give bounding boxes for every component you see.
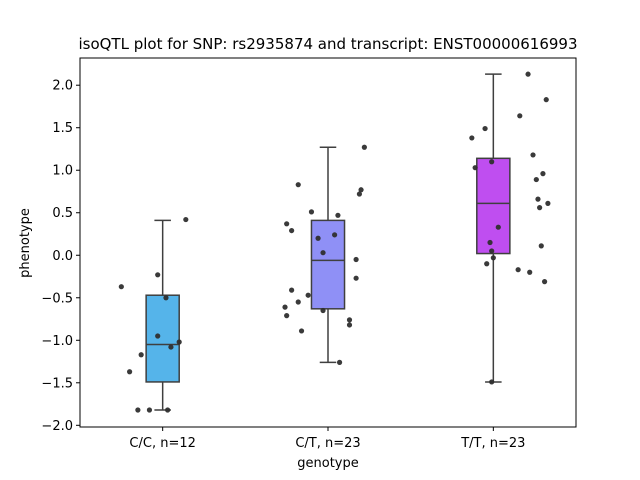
data-point: [168, 344, 174, 350]
boxes: [145, 73, 511, 411]
data-point: [298, 328, 305, 334]
y-tick-label: 0.5: [52, 206, 73, 221]
data-point: [146, 407, 153, 413]
data-point: [490, 255, 496, 261]
data-point: [358, 187, 364, 193]
x-tick-label: T/T, n=23: [460, 436, 525, 451]
y-tick-label: 1.0: [52, 164, 73, 179]
data-points: [118, 71, 551, 413]
box: [310, 219, 346, 310]
data-point: [530, 152, 536, 158]
data-point: [127, 369, 133, 375]
data-point: [183, 216, 189, 223]
data-point: [535, 196, 541, 202]
data-point: [525, 71, 531, 77]
y-axis-label: phenotype: [18, 208, 33, 278]
x-tick-label: C/T, n=23: [295, 436, 360, 451]
y-tick-label: 1.5: [52, 121, 73, 136]
data-point: [155, 333, 161, 339]
data-point: [289, 287, 295, 293]
chart-title: isoQTL plot for SNP: rs2935874 and trans…: [78, 35, 577, 53]
data-point: [346, 322, 353, 328]
data-point: [305, 292, 311, 298]
y-tick-label: −0.5: [41, 291, 73, 306]
y-tick-label: −1.5: [41, 376, 73, 391]
data-point: [320, 307, 326, 314]
data-point: [289, 227, 295, 234]
data-point: [489, 379, 495, 385]
data-point: [515, 267, 521, 273]
data-point: [284, 313, 290, 319]
data-point: [118, 284, 124, 290]
data-point: [315, 235, 321, 241]
data-point: [472, 165, 478, 171]
data-point: [335, 212, 341, 218]
data-point: [517, 113, 523, 119]
data-point: [163, 295, 169, 301]
data-point: [346, 317, 353, 323]
data-point: [469, 135, 475, 141]
y-ticks: 2.0 1.5 1.0 0.5 0.0 −0.5 −1.0 −1.5 −2.0: [41, 79, 80, 434]
data-point: [484, 261, 490, 267]
y-tick-label: −2.0: [41, 419, 73, 434]
data-point: [138, 352, 144, 358]
y-tick-label: 0.0: [52, 249, 73, 264]
data-point: [541, 279, 548, 285]
data-point: [361, 144, 367, 150]
data-point: [537, 205, 543, 211]
data-point: [284, 221, 290, 227]
data-point: [155, 272, 161, 278]
data-point: [487, 239, 493, 246]
data-point: [543, 97, 549, 103]
data-point: [295, 182, 301, 188]
data-point: [533, 176, 539, 183]
y-tick-label: 2.0: [52, 79, 73, 94]
data-point: [489, 248, 495, 254]
data-point: [495, 224, 501, 230]
data-point: [356, 191, 363, 197]
data-point: [332, 232, 338, 238]
data-point: [489, 159, 495, 165]
data-point: [135, 407, 141, 413]
x-axis-label: genotype: [297, 456, 358, 471]
data-point: [336, 359, 343, 365]
data-point: [308, 209, 315, 215]
data-point: [282, 304, 288, 310]
data-point: [165, 407, 171, 413]
x-ticks: C/C, n=12 C/T, n=23 T/T, n=23: [129, 427, 525, 451]
data-point: [482, 125, 488, 132]
data-point: [540, 171, 546, 177]
data-point: [545, 200, 551, 206]
data-point: [353, 275, 359, 281]
y-tick-label: −1.0: [41, 334, 73, 349]
data-point: [527, 269, 533, 275]
data-point: [538, 243, 544, 249]
plot-frame: [79, 57, 577, 428]
data-point: [320, 250, 326, 256]
data-point: [176, 339, 182, 345]
data-point: [353, 256, 359, 263]
x-tick-label: C/C, n=12: [129, 436, 195, 451]
box: [145, 294, 180, 383]
data-point: [295, 299, 301, 305]
box: [476, 157, 511, 255]
